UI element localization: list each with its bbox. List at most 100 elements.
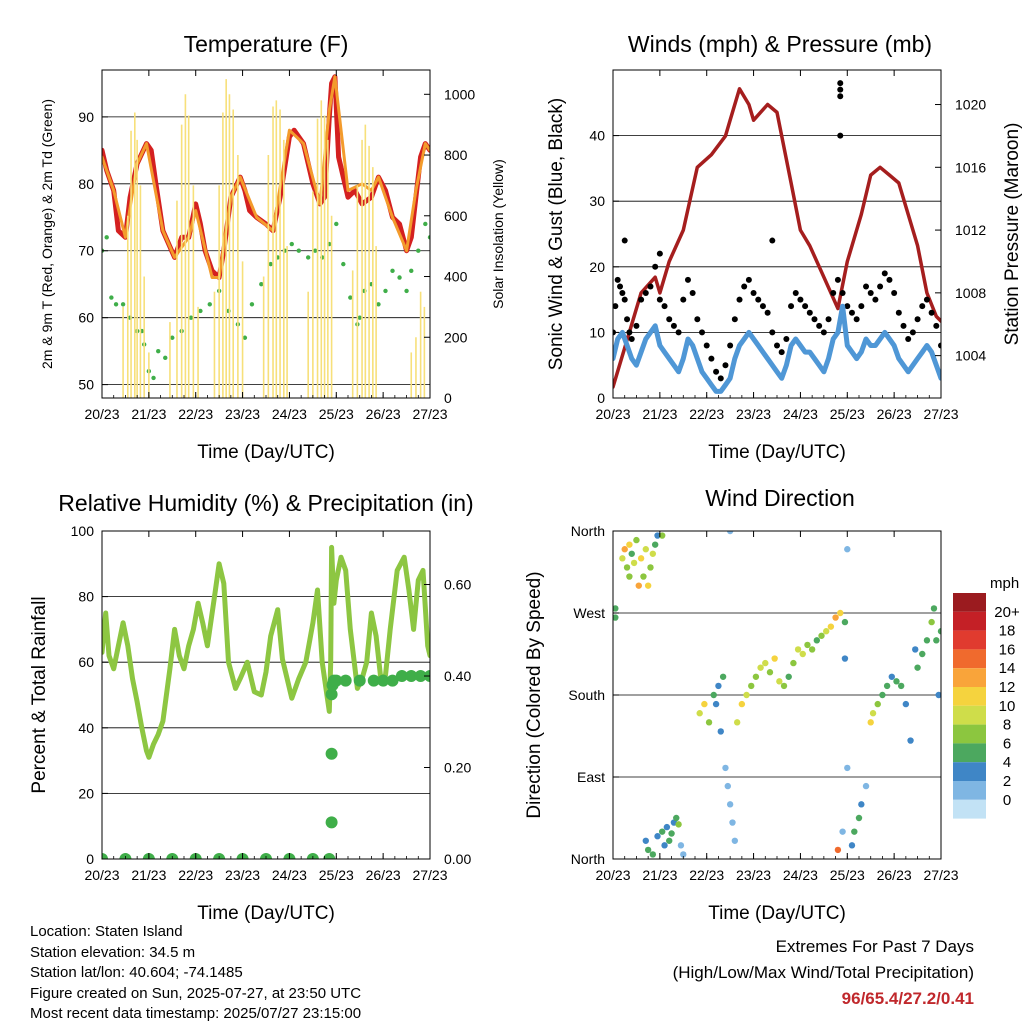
data-point-gust [783, 335, 790, 342]
direction-point [841, 618, 849, 626]
data-point-gust [919, 303, 926, 310]
data-point-gust [806, 309, 813, 316]
x-axis-label: Time (Day/UTC) [708, 903, 846, 924]
data-point-gust [621, 237, 628, 244]
station-info: Location: Staten Island Station elevatio… [30, 922, 361, 1025]
direction-point [935, 691, 941, 699]
x-tick-label: 22/23 [689, 406, 724, 422]
y-tick-label: 70 [78, 243, 94, 259]
data-point-td [334, 221, 339, 227]
data-point-td [151, 375, 156, 381]
data-point-gust [708, 355, 715, 362]
chart-title: Relative Humidity (%) & Precipitation (i… [58, 490, 473, 516]
x-tick-label: 23/23 [225, 406, 260, 422]
x-axis-label: Time (Day/UTC) [197, 903, 335, 924]
direction-point [930, 605, 938, 612]
y2-tick-label: 1004 [955, 348, 986, 364]
data-point-gust [769, 237, 776, 244]
x-tick-label: 24/23 [783, 867, 818, 883]
data-point-td [427, 235, 430, 240]
data-point-gust [825, 316, 832, 323]
x-tick-label: 24/23 [783, 406, 818, 422]
data-point-gust [891, 290, 898, 297]
direction-point [733, 719, 741, 726]
direction-point [893, 678, 900, 685]
direction-point [651, 541, 659, 548]
x-axis-label: Time (Day/UTC) [197, 442, 335, 463]
direction-point [635, 582, 642, 589]
x-tick-label: 21/23 [642, 406, 677, 422]
data-point-td [348, 295, 353, 300]
data-point-gust [816, 322, 823, 329]
data-point-gust [656, 296, 663, 303]
direction-point [673, 814, 680, 822]
direction-point [677, 842, 685, 849]
x-tick-label: 23/23 [736, 406, 771, 422]
data-point-gust [628, 335, 635, 342]
data-point-gust [837, 80, 844, 87]
series-t2m [102, 74, 430, 280]
direction-point [869, 710, 877, 717]
data-point-td [268, 261, 273, 267]
data-point-gust [886, 276, 893, 283]
data-point-precip [405, 670, 418, 683]
direction-point [696, 710, 703, 717]
data-point-gust [895, 309, 902, 316]
data-point-td [376, 302, 381, 307]
x-tick-label: 21/23 [642, 867, 677, 883]
data-point-gust [778, 349, 785, 356]
direction-point [642, 837, 649, 844]
data-point-gust [694, 316, 701, 323]
colorbar-swatch [953, 668, 986, 687]
direction-point [794, 646, 802, 653]
data-point-gust [670, 322, 677, 329]
x-tick-label: 25/23 [319, 867, 354, 883]
colorbar-label: 8 [1003, 717, 1011, 734]
direction-point [659, 828, 666, 835]
data-point-td [109, 295, 114, 300]
direction-point [633, 536, 640, 544]
colorbar-swatch [953, 611, 986, 631]
data-point-gust [923, 296, 930, 303]
y-tick-label: East [577, 769, 605, 785]
colorbar-label: 20+ [994, 604, 1020, 621]
y2-tick-label: 0 [444, 390, 452, 406]
data-point-gust [675, 329, 682, 336]
data-point-gust [750, 290, 757, 297]
direction-point [804, 641, 811, 649]
direction-point [613, 614, 619, 621]
colorbar-swatch [953, 724, 986, 744]
y-axis-label: Direction (Colored By Speed) [524, 571, 545, 818]
direction-point [731, 837, 739, 844]
direction-point [626, 573, 633, 580]
y2-tick-label: 600 [444, 208, 468, 224]
data-point-td [296, 248, 301, 253]
data-point-td [404, 288, 409, 294]
data-point-gust [621, 296, 628, 303]
y-tick-label: 40 [78, 720, 94, 736]
data-point-precip [102, 853, 108, 859]
data-point-td [242, 335, 248, 340]
direction-point [710, 691, 717, 699]
x-tick-label: 26/23 [366, 406, 401, 422]
location-text: Location: Staten Island [30, 923, 183, 940]
direction-point [680, 851, 687, 858]
data-point-gust [745, 276, 752, 283]
direction-point [808, 646, 816, 653]
extremes-title: Extremes For Past 7 Days [775, 937, 974, 956]
y-tick-label: West [573, 605, 605, 621]
y2-tick-label: 0.40 [444, 668, 471, 684]
direction-point [644, 582, 652, 589]
y-tick-label: 0 [597, 390, 605, 406]
data-point-gust [830, 290, 837, 297]
direction-point [937, 628, 941, 635]
x-tick-label: 27/23 [412, 406, 447, 422]
direction-point [874, 700, 881, 708]
data-point-td [156, 348, 161, 354]
y-tick-label: North [571, 523, 605, 539]
data-point-gust [689, 290, 696, 297]
x-tick-label: 20/23 [84, 867, 119, 883]
data-point-gust [820, 329, 827, 336]
colorbar-swatch [953, 799, 986, 819]
plot-area [102, 544, 430, 859]
